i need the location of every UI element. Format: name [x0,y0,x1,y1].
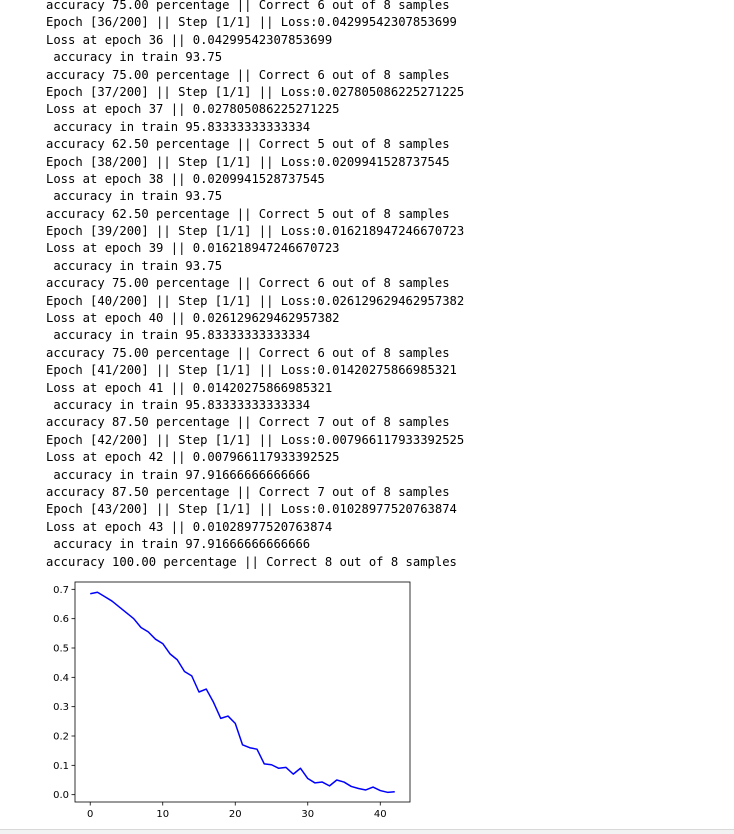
log-line: Epoch [39/200] || Step [1/1] || Loss:0.0… [46,223,464,240]
x-axis-ticks: 0 10 20 30 40 [87,802,387,820]
y-tick-label: 0.7 [53,585,69,596]
log-line: Epoch [43/200] || Step [1/1] || Loss:0.0… [46,501,464,518]
log-line: accuracy 62.50 percentage || Correct 5 o… [46,136,464,153]
log-line: accuracy 87.50 percentage || Correct 7 o… [46,414,464,431]
log-line: Loss at epoch 37 || 0.027805086225271225 [46,101,464,118]
log-line: accuracy 75.00 percentage || Correct 6 o… [46,0,464,14]
log-line: Loss at epoch 36 || 0.04299542307853699 [46,32,464,49]
log-line: accuracy 75.00 percentage || Correct 6 o… [46,275,464,292]
log-line: accuracy in train 97.91666666666666 [46,467,464,484]
log-line: Loss at epoch 42 || 0.007966117933392525 [46,449,464,466]
log-line: Epoch [42/200] || Step [1/1] || Loss:0.0… [46,432,464,449]
log-line: accuracy in train 95.83333333333334 [46,327,464,344]
y-tick-label: 0.0 [53,790,69,801]
log-line: Epoch [38/200] || Step [1/1] || Loss:0.0… [46,154,464,171]
y-tick-label: 0.6 [53,614,69,625]
log-line: accuracy in train 93.75 [46,49,464,66]
x-tick-label: 30 [301,809,314,820]
output-bottom-border [0,829,734,834]
log-line: Loss at epoch 38 || 0.0209941528737545 [46,171,464,188]
y-tick-label: 0.3 [53,702,69,713]
log-line: Loss at epoch 41 || 0.01420275866985321 [46,380,464,397]
log-line: Loss at epoch 40 || 0.026129629462957382 [46,310,464,327]
log-line: Epoch [40/200] || Step [1/1] || Loss:0.0… [46,293,464,310]
plot-frame [75,582,410,802]
y-tick-label: 0.1 [53,761,69,772]
log-line: accuracy 75.00 percentage || Correct 6 o… [46,345,464,362]
log-line: accuracy in train 97.91666666666666 [46,536,464,553]
log-line: accuracy 75.00 percentage || Correct 6 o… [46,67,464,84]
log-line: Epoch [41/200] || Step [1/1] || Loss:0.0… [46,362,464,379]
loss-series-line [90,592,395,792]
y-tick-label: 0.4 [53,673,69,684]
log-line: accuracy in train 95.83333333333334 [46,119,464,136]
y-tick-label: 0.5 [53,644,69,655]
x-tick-label: 40 [374,809,387,820]
x-tick-label: 10 [156,809,169,820]
x-tick-label: 20 [229,809,242,820]
log-line: accuracy in train 93.75 [46,188,464,205]
y-axis-ticks: 0.0 0.1 0.2 0.3 0.4 0.5 0.6 0.7 [53,585,75,801]
log-line: accuracy in train 93.75 [46,258,464,275]
log-line: Epoch [36/200] || Step [1/1] || Loss:0.0… [46,14,464,31]
log-line: Epoch [37/200] || Step [1/1] || Loss:0.0… [46,84,464,101]
y-tick-label: 0.2 [53,732,69,743]
log-line: accuracy 87.50 percentage || Correct 7 o… [46,484,464,501]
log-line: accuracy in train 95.83333333333334 [46,397,464,414]
training-log-output: accuracy 75.00 percentage || Correct 6 o… [46,0,464,571]
x-tick-label: 0 [87,809,93,820]
log-line: accuracy 62.50 percentage || Correct 5 o… [46,206,464,223]
log-line: Loss at epoch 39 || 0.016218947246670723 [46,240,464,257]
log-line: Loss at epoch 43 || 0.01028977520763874 [46,519,464,536]
chart-series [90,592,395,792]
loss-line-chart: 0.0 0.1 0.2 0.3 0.4 0.5 0.6 0.7 0 10 20 30 40 [40,576,420,826]
chart-axes [75,582,410,802]
log-line: accuracy 100.00 percentage || Correct 8 … [46,554,464,571]
